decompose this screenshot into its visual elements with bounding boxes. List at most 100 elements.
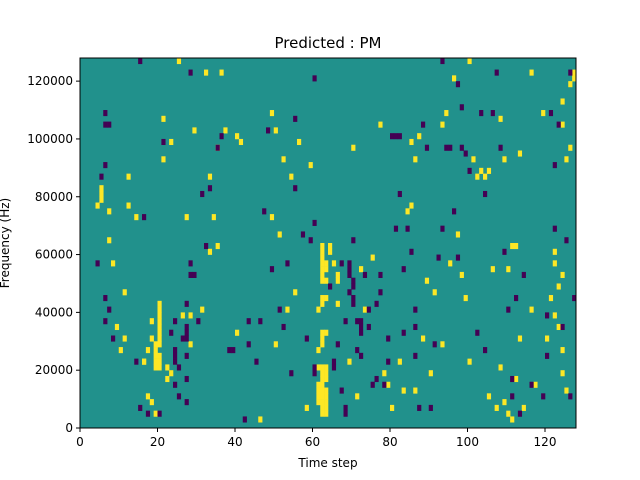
plot-frame bbox=[79, 57, 577, 429]
x-tick-label: 120 bbox=[534, 435, 557, 449]
heatmap-cell bbox=[510, 243, 515, 250]
heatmap-cell bbox=[157, 352, 162, 359]
heatmap-cell bbox=[548, 295, 554, 302]
heatmap-cell bbox=[273, 127, 278, 134]
heatmap-cell bbox=[510, 416, 515, 423]
heatmap-cell bbox=[316, 387, 321, 394]
heatmap-cell bbox=[161, 138, 166, 146]
heatmap-cell bbox=[339, 387, 344, 394]
heatmap-cell bbox=[552, 162, 557, 169]
heatmap-cell bbox=[157, 410, 162, 417]
heatmap-cell bbox=[277, 231, 282, 238]
heatmap-cell bbox=[304, 335, 309, 342]
heatmap-cell bbox=[312, 370, 317, 377]
heatmap-cell bbox=[514, 295, 519, 302]
heatmap-cell bbox=[378, 289, 383, 296]
heatmap-cell bbox=[545, 352, 550, 359]
heatmap-cell bbox=[335, 341, 340, 348]
heatmap-cell bbox=[134, 358, 139, 365]
heatmap-cell bbox=[176, 364, 182, 371]
heatmap-cell bbox=[374, 300, 379, 307]
heatmap-cell bbox=[463, 295, 468, 302]
heatmap-cell bbox=[320, 248, 325, 255]
heatmap-cell bbox=[436, 254, 441, 261]
heatmap-cell bbox=[277, 306, 282, 313]
heatmap-cell bbox=[324, 370, 329, 377]
x-tick-label: 60 bbox=[305, 435, 320, 449]
heatmap-cell bbox=[351, 237, 356, 244]
heatmap-cell bbox=[157, 318, 162, 325]
heatmap-cell bbox=[506, 410, 511, 417]
heatmap-cell bbox=[351, 295, 356, 302]
heatmap-cell bbox=[188, 312, 193, 319]
heatmap-cell bbox=[196, 318, 201, 325]
heatmap-cell bbox=[324, 364, 329, 371]
heatmap-cell bbox=[324, 410, 329, 417]
heatmap-cell bbox=[207, 173, 213, 180]
heatmap-cell bbox=[114, 323, 120, 331]
heatmap-cell bbox=[386, 335, 391, 342]
heatmap-cell bbox=[211, 214, 216, 221]
heatmap-cell bbox=[138, 404, 143, 411]
heatmap-cell bbox=[231, 347, 236, 354]
chart-title: Predicted : PM bbox=[275, 34, 382, 52]
heatmap-cell bbox=[316, 306, 321, 313]
heatmap-cell bbox=[157, 306, 162, 313]
heatmap-cell bbox=[320, 335, 325, 342]
heatmap-cell bbox=[362, 306, 368, 313]
heatmap-cell bbox=[343, 404, 348, 411]
heatmap-cell bbox=[440, 225, 445, 232]
heatmap-cell bbox=[138, 58, 143, 65]
heatmap-cell bbox=[118, 347, 123, 354]
heatmap-cell bbox=[149, 399, 154, 406]
heatmap-cell bbox=[184, 375, 189, 383]
heatmap-cell bbox=[498, 364, 503, 371]
heatmap-cell bbox=[393, 133, 399, 140]
heatmap-cell bbox=[448, 260, 453, 267]
heatmap-cell bbox=[459, 144, 464, 151]
heatmap-cell bbox=[176, 58, 182, 65]
heatmap-cell bbox=[386, 381, 391, 388]
heatmap-cell bbox=[320, 399, 325, 406]
heatmap-cell bbox=[502, 248, 507, 255]
heatmap-cell bbox=[498, 144, 503, 151]
heatmap-cell bbox=[351, 300, 356, 307]
heatmap-cell bbox=[262, 208, 267, 215]
heatmap-cell bbox=[417, 133, 422, 140]
plot-area bbox=[79, 57, 577, 429]
heatmap-cell bbox=[324, 387, 329, 394]
heatmap-cell bbox=[242, 416, 247, 423]
x-tick-label: 20 bbox=[150, 435, 165, 449]
heatmap-cell bbox=[335, 300, 340, 307]
heatmap-cell bbox=[207, 248, 213, 255]
heatmap-cell bbox=[184, 323, 189, 331]
heatmap-cell bbox=[529, 381, 534, 388]
heatmap-cell bbox=[324, 277, 329, 284]
heatmap-cell bbox=[258, 318, 263, 325]
heatmap-cell bbox=[568, 69, 573, 76]
heatmap-cell bbox=[111, 260, 116, 267]
heatmap-cell bbox=[107, 208, 112, 215]
heatmap-cell bbox=[107, 237, 112, 244]
heatmap-cell bbox=[432, 341, 437, 348]
heatmap-cell bbox=[517, 150, 523, 157]
heatmap-cell bbox=[359, 329, 364, 336]
heatmap-cell bbox=[153, 347, 158, 354]
heatmap-cell bbox=[320, 329, 325, 336]
heatmap-cell bbox=[289, 370, 294, 377]
heatmap-cell bbox=[285, 260, 290, 267]
heatmap-cell bbox=[452, 208, 457, 215]
heatmap-cell bbox=[568, 81, 573, 88]
heatmap-cell bbox=[552, 312, 557, 319]
heatmap-cell bbox=[320, 410, 325, 417]
heatmap-cell bbox=[432, 289, 437, 296]
heatmap-cell bbox=[374, 375, 379, 383]
heatmap-cell bbox=[149, 318, 154, 325]
heatmap-cell bbox=[355, 318, 360, 325]
heatmap-cell bbox=[366, 306, 371, 313]
heatmap-cell bbox=[173, 347, 178, 354]
heatmap-cell bbox=[157, 300, 162, 307]
heatmap-cell bbox=[142, 358, 147, 365]
heatmap-cell bbox=[405, 225, 410, 232]
heatmap-cell bbox=[153, 364, 158, 371]
